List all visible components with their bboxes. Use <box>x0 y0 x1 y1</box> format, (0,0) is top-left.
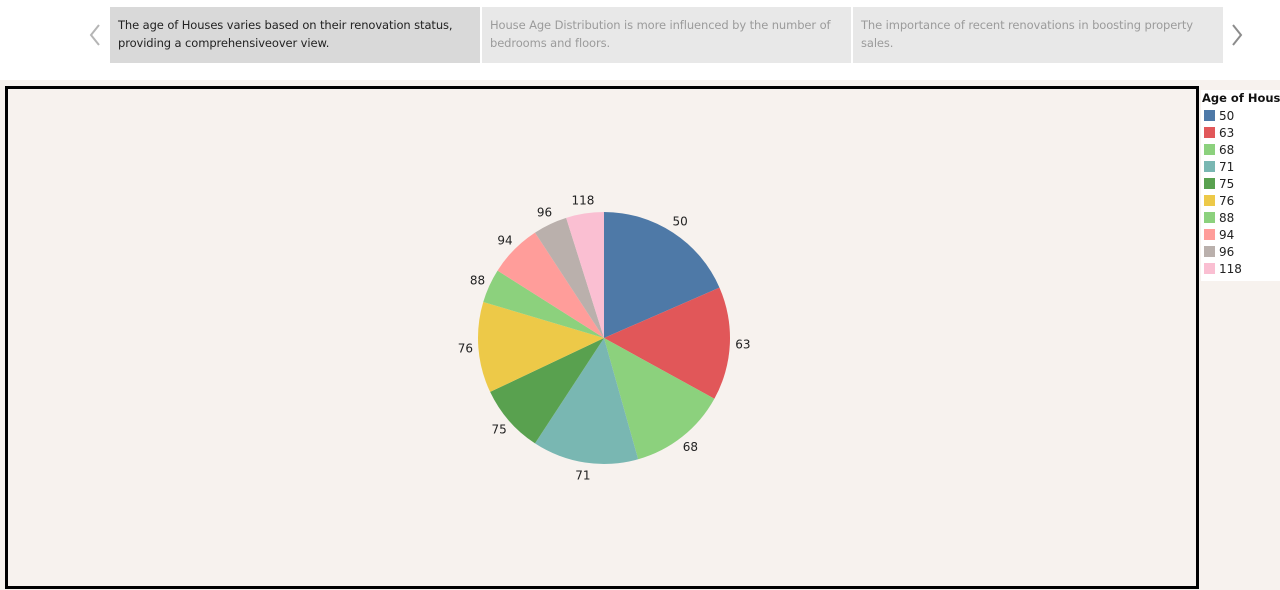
pie-chart-frame: 50 63 68 71 75 76 88 94 96 118 <box>5 86 1199 589</box>
pie-label-71: 71 <box>575 468 590 482</box>
legend: Age of House 50 63 68 71 75 76 88 94 96 118 <box>1201 90 1280 281</box>
pie-slice-71[interactable] <box>535 338 639 464</box>
pie-label-118: 118 <box>571 194 594 208</box>
story-point-2[interactable]: House Age Distribution is more influence… <box>482 7 851 63</box>
legend-label-96: 96 <box>1219 244 1235 259</box>
legend-item-50[interactable]: 50 <box>1201 107 1280 124</box>
story-point-3[interactable]: The importance of recent renovations in … <box>853 7 1223 63</box>
pie-chart: 50 63 68 71 75 76 88 94 96 118 <box>458 194 751 483</box>
legend-swatch-50 <box>1204 110 1215 121</box>
pie-slice-63[interactable] <box>604 287 731 399</box>
legend-label-63: 63 <box>1219 125 1235 140</box>
legend-label-50: 50 <box>1219 108 1235 123</box>
legend-label-71: 71 <box>1219 159 1235 174</box>
legend-item-71[interactable]: 71 <box>1201 158 1280 175</box>
legend-label-94: 94 <box>1219 227 1235 242</box>
story-next-button[interactable] <box>1229 22 1245 48</box>
pie-label-96: 96 <box>537 205 552 219</box>
legend-item-96[interactable]: 96 <box>1201 243 1280 260</box>
legend-swatch-118 <box>1204 263 1215 274</box>
legend-swatch-94 <box>1204 229 1215 240</box>
pie-slice-118[interactable] <box>566 212 604 338</box>
legend-swatch-88 <box>1204 212 1215 223</box>
legend-label-118: 118 <box>1219 261 1242 276</box>
chevron-right-icon <box>1232 24 1243 46</box>
legend-swatch-76 <box>1204 195 1215 206</box>
legend-swatch-63 <box>1204 127 1215 138</box>
chevron-left-icon <box>89 24 100 46</box>
pie-label-94: 94 <box>497 234 512 248</box>
legend-item-68[interactable]: 68 <box>1201 141 1280 158</box>
pie-slice-76[interactable] <box>477 302 604 392</box>
pie-slice-88[interactable] <box>483 270 604 338</box>
legend-title: Age of House <box>1202 91 1280 105</box>
legend-label-75: 75 <box>1219 176 1235 191</box>
legend-item-94[interactable]: 94 <box>1201 226 1280 243</box>
legend-swatch-96 <box>1204 246 1215 257</box>
legend-item-75[interactable]: 75 <box>1201 175 1280 192</box>
pie-slice-96[interactable] <box>535 217 604 338</box>
pie-label-50: 50 <box>672 215 687 229</box>
pie-label-75: 75 <box>492 422 507 436</box>
pie-label-63: 63 <box>735 337 750 351</box>
story-point-1[interactable]: The age of Houses varies based on their … <box>110 7 480 63</box>
story-point-1-text: The age of Houses varies based on their … <box>118 18 453 50</box>
legend-item-63[interactable]: 63 <box>1201 124 1280 141</box>
legend-swatch-75 <box>1204 178 1215 189</box>
legend-swatch-68 <box>1204 144 1215 155</box>
pie-label-88: 88 <box>470 273 485 287</box>
pie-slice-50[interactable] <box>604 212 720 338</box>
pie-slice-68[interactable] <box>604 338 715 460</box>
legend-item-118[interactable]: 118 <box>1201 260 1280 277</box>
legend-item-76[interactable]: 76 <box>1201 192 1280 209</box>
legend-label-76: 76 <box>1219 193 1235 208</box>
story-prev-button[interactable] <box>87 22 103 48</box>
pie-slice-75[interactable] <box>490 338 604 444</box>
legend-item-88[interactable]: 88 <box>1201 209 1280 226</box>
story-point-3-text: The importance of recent renovations in … <box>861 18 1193 50</box>
story-point-2-text: House Age Distribution is more influence… <box>490 18 831 50</box>
legend-swatch-71 <box>1204 161 1215 172</box>
legend-label-68: 68 <box>1219 142 1235 157</box>
legend-label-88: 88 <box>1219 210 1235 225</box>
pie-slice-94[interactable] <box>497 232 604 338</box>
pie-label-68: 68 <box>683 440 698 454</box>
pie-label-76: 76 <box>458 342 473 356</box>
